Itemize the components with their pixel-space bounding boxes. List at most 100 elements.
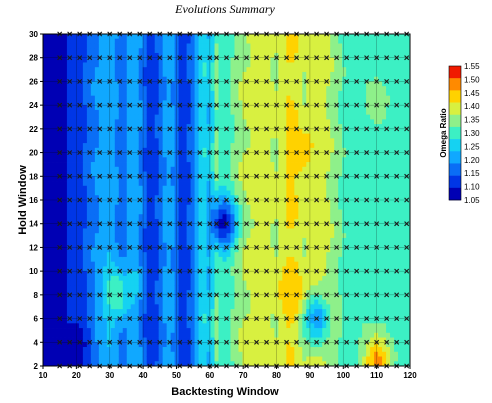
heat-cell — [170, 171, 176, 177]
heat-cell — [106, 62, 112, 68]
heat-cell — [162, 195, 168, 201]
heat-cell — [230, 43, 235, 49]
heat-cell — [266, 133, 271, 139]
heat-cell — [246, 280, 251, 286]
heat-cell — [226, 252, 231, 258]
heat-cell — [138, 209, 144, 215]
heat-cell — [130, 280, 136, 286]
heat-cell — [62, 133, 68, 139]
heat-cell — [66, 214, 72, 220]
heat-cell — [178, 105, 184, 111]
heat-cell — [66, 62, 72, 68]
heat-cell — [186, 237, 191, 244]
heat-cell — [74, 43, 80, 49]
heat-cell — [118, 76, 124, 82]
heat-cell — [134, 176, 140, 182]
heat-cell — [146, 195, 152, 201]
heat-cell — [210, 190, 215, 196]
heat-cell — [98, 323, 104, 329]
heat-cell — [298, 95, 303, 101]
heat-cell — [114, 323, 120, 329]
heat-cell — [182, 233, 188, 239]
heat-cell — [318, 100, 323, 106]
heat-cell — [106, 128, 112, 134]
heat-cell — [206, 318, 211, 324]
heat-cell — [82, 361, 88, 367]
heat-cell — [298, 313, 303, 319]
heat-cell — [114, 86, 120, 92]
heat-cell — [254, 124, 259, 130]
heat-cell — [214, 237, 219, 244]
heat-cell — [50, 323, 56, 329]
heat-cell — [154, 157, 160, 163]
heat-cell — [98, 233, 104, 239]
heat-cell — [258, 252, 263, 258]
heat-cell — [86, 218, 92, 225]
heat-cell — [278, 71, 283, 78]
heat-cell — [110, 34, 116, 40]
heat-cell — [234, 147, 239, 153]
heat-cell — [50, 195, 56, 201]
heat-cell — [146, 309, 152, 315]
heat-cell — [246, 337, 251, 343]
heat-cell — [66, 209, 72, 215]
heat-cell — [66, 275, 72, 282]
heat-cell — [222, 342, 227, 348]
heat-cell — [126, 299, 132, 305]
heat-cell — [98, 294, 104, 300]
heat-cell — [98, 52, 104, 59]
heat-cell — [110, 242, 116, 248]
heat-cell — [262, 332, 267, 338]
heat-cell — [94, 147, 100, 153]
heat-cell — [130, 124, 136, 130]
heat-cell — [70, 342, 76, 348]
heat-cell — [246, 228, 251, 234]
heat-cell — [146, 162, 152, 168]
heat-cell — [86, 119, 92, 125]
heat-cell — [222, 119, 227, 125]
heat-cell — [43, 318, 48, 324]
heat-cell — [166, 218, 172, 225]
heat-cell — [118, 195, 124, 201]
heat-cell — [278, 271, 283, 277]
heat-cell — [54, 304, 60, 310]
heat-cell — [246, 81, 251, 87]
heat-cell — [290, 52, 295, 59]
heat-cell — [170, 218, 176, 225]
heat-cell — [122, 166, 128, 172]
heat-cell — [102, 242, 108, 248]
heat-cell — [202, 318, 207, 324]
heat-cell — [302, 299, 307, 305]
heat-cell — [186, 332, 191, 338]
heat-cell — [194, 280, 199, 286]
heat-cell — [198, 176, 203, 182]
heat-cell — [250, 313, 255, 319]
heat-cell — [102, 86, 108, 92]
heat-cell — [98, 342, 104, 348]
heat-cell — [62, 109, 68, 116]
heat-cell — [310, 242, 315, 248]
heat-cell — [294, 166, 299, 172]
heat-cell — [302, 342, 307, 348]
heat-cell — [210, 90, 215, 97]
heat-cell — [58, 204, 64, 210]
heat-cell — [66, 304, 72, 310]
heat-cell — [98, 309, 104, 315]
heat-cell — [43, 185, 48, 191]
heat-cell — [90, 318, 96, 324]
heat-cell — [242, 214, 247, 220]
heat-cell — [258, 38, 263, 44]
heat-cell — [82, 214, 88, 220]
heat-cell — [286, 351, 291, 357]
heat-cell — [206, 95, 211, 101]
heat-cell — [158, 280, 164, 286]
heat-cell — [274, 328, 279, 334]
heat-cell — [110, 313, 116, 319]
heat-cell — [166, 247, 172, 253]
heat-cell — [94, 95, 100, 101]
heat-cell — [166, 52, 172, 59]
heat-cell — [146, 152, 152, 158]
heat-cell — [170, 256, 176, 263]
heat-cell — [50, 162, 56, 168]
heat-cell — [278, 337, 283, 343]
